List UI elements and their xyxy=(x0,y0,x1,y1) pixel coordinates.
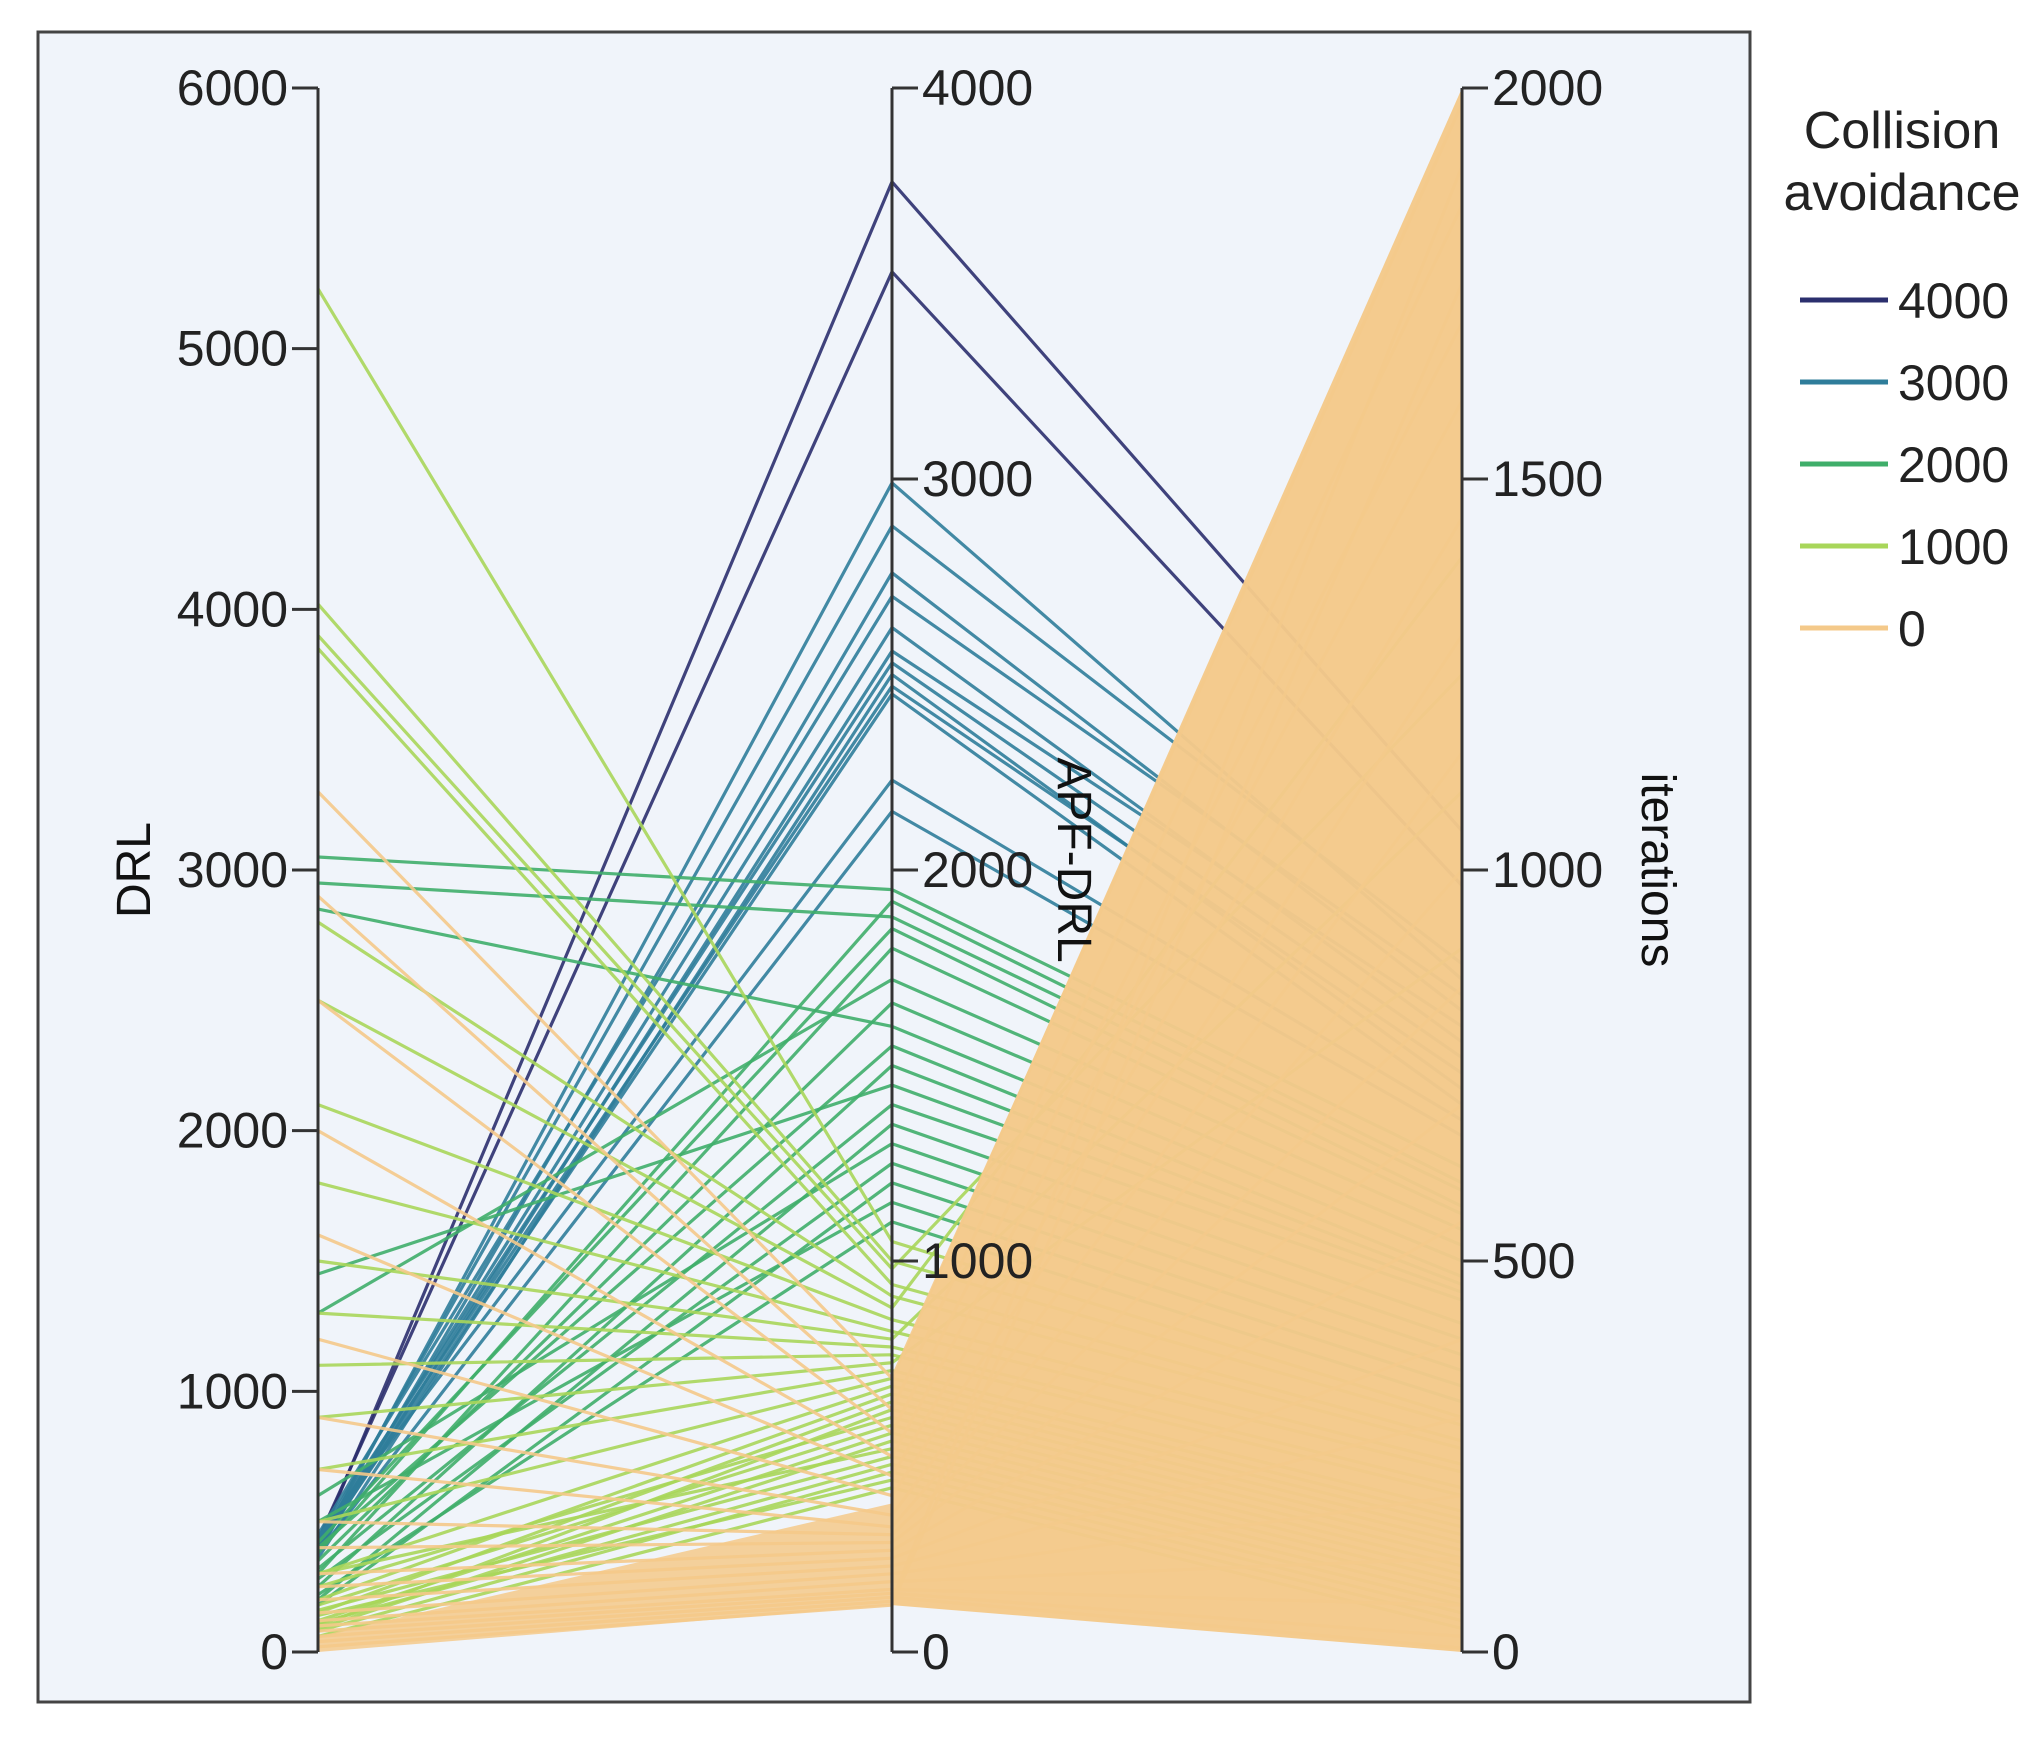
legend-label-4000: 4000 xyxy=(1898,273,2009,329)
tick-label-DRL-4000: 4000 xyxy=(177,581,288,637)
tick-label-APF-DRL-4000: 4000 xyxy=(922,60,1033,116)
tick-label-iterations-500: 500 xyxy=(1492,1233,1575,1289)
legend-label-2000: 2000 xyxy=(1898,437,2009,493)
tick-label-iterations-0: 0 xyxy=(1492,1624,1520,1680)
axis-title-iterations: iterations xyxy=(1631,773,1684,968)
series-0-band-left xyxy=(318,1503,892,1652)
axis-iterations: 0 500 1000 1500 2000 xyxy=(1460,60,1603,1680)
axis-title-APF-DRL: APF-DRL xyxy=(1047,757,1100,962)
legend-label-3000: 3000 xyxy=(1898,355,2009,411)
axis-APF-DRL: 0 1000 2000 3000 4000 xyxy=(890,60,1033,1680)
tick-label-DRL-2000: 2000 xyxy=(177,1103,288,1159)
tick-label-APF-DRL-2000: 2000 xyxy=(922,842,1033,898)
tick-label-iterations-1500: 1500 xyxy=(1492,451,1603,507)
tick-label-DRL-5000: 5000 xyxy=(177,321,288,377)
legend-title-line-1: avoidance xyxy=(1783,164,2020,222)
tick-label-DRL-0: 0 xyxy=(260,1624,288,1680)
legend-title-line-0: Collision xyxy=(1804,102,2001,160)
axes: 0100020003000400050006000010002000300040… xyxy=(108,60,1684,1680)
tick-label-iterations-1000: 1000 xyxy=(1492,842,1603,898)
legend-label-0: 0 xyxy=(1898,601,1926,657)
axis-title-DRL: DRL xyxy=(108,822,161,918)
tick-label-APF-DRL-3000: 3000 xyxy=(922,451,1033,507)
tick-label-APF-DRL-1000: 1000 xyxy=(922,1233,1033,1289)
tick-label-DRL-3000: 3000 xyxy=(177,842,288,898)
axis-DRL: 0 1000 2000 3000 4000 5000 6000 xyxy=(177,60,320,1680)
legend-label-1000: 1000 xyxy=(1898,519,2009,575)
tick-label-iterations-2000: 2000 xyxy=(1492,60,1603,116)
series-0-band-right xyxy=(892,88,1462,1652)
tick-label-APF-DRL-0: 0 xyxy=(922,1624,950,1680)
tick-label-DRL-1000: 1000 xyxy=(177,1363,288,1419)
series-fill xyxy=(318,88,1462,1652)
tick-label-DRL-6000: 6000 xyxy=(177,60,288,116)
